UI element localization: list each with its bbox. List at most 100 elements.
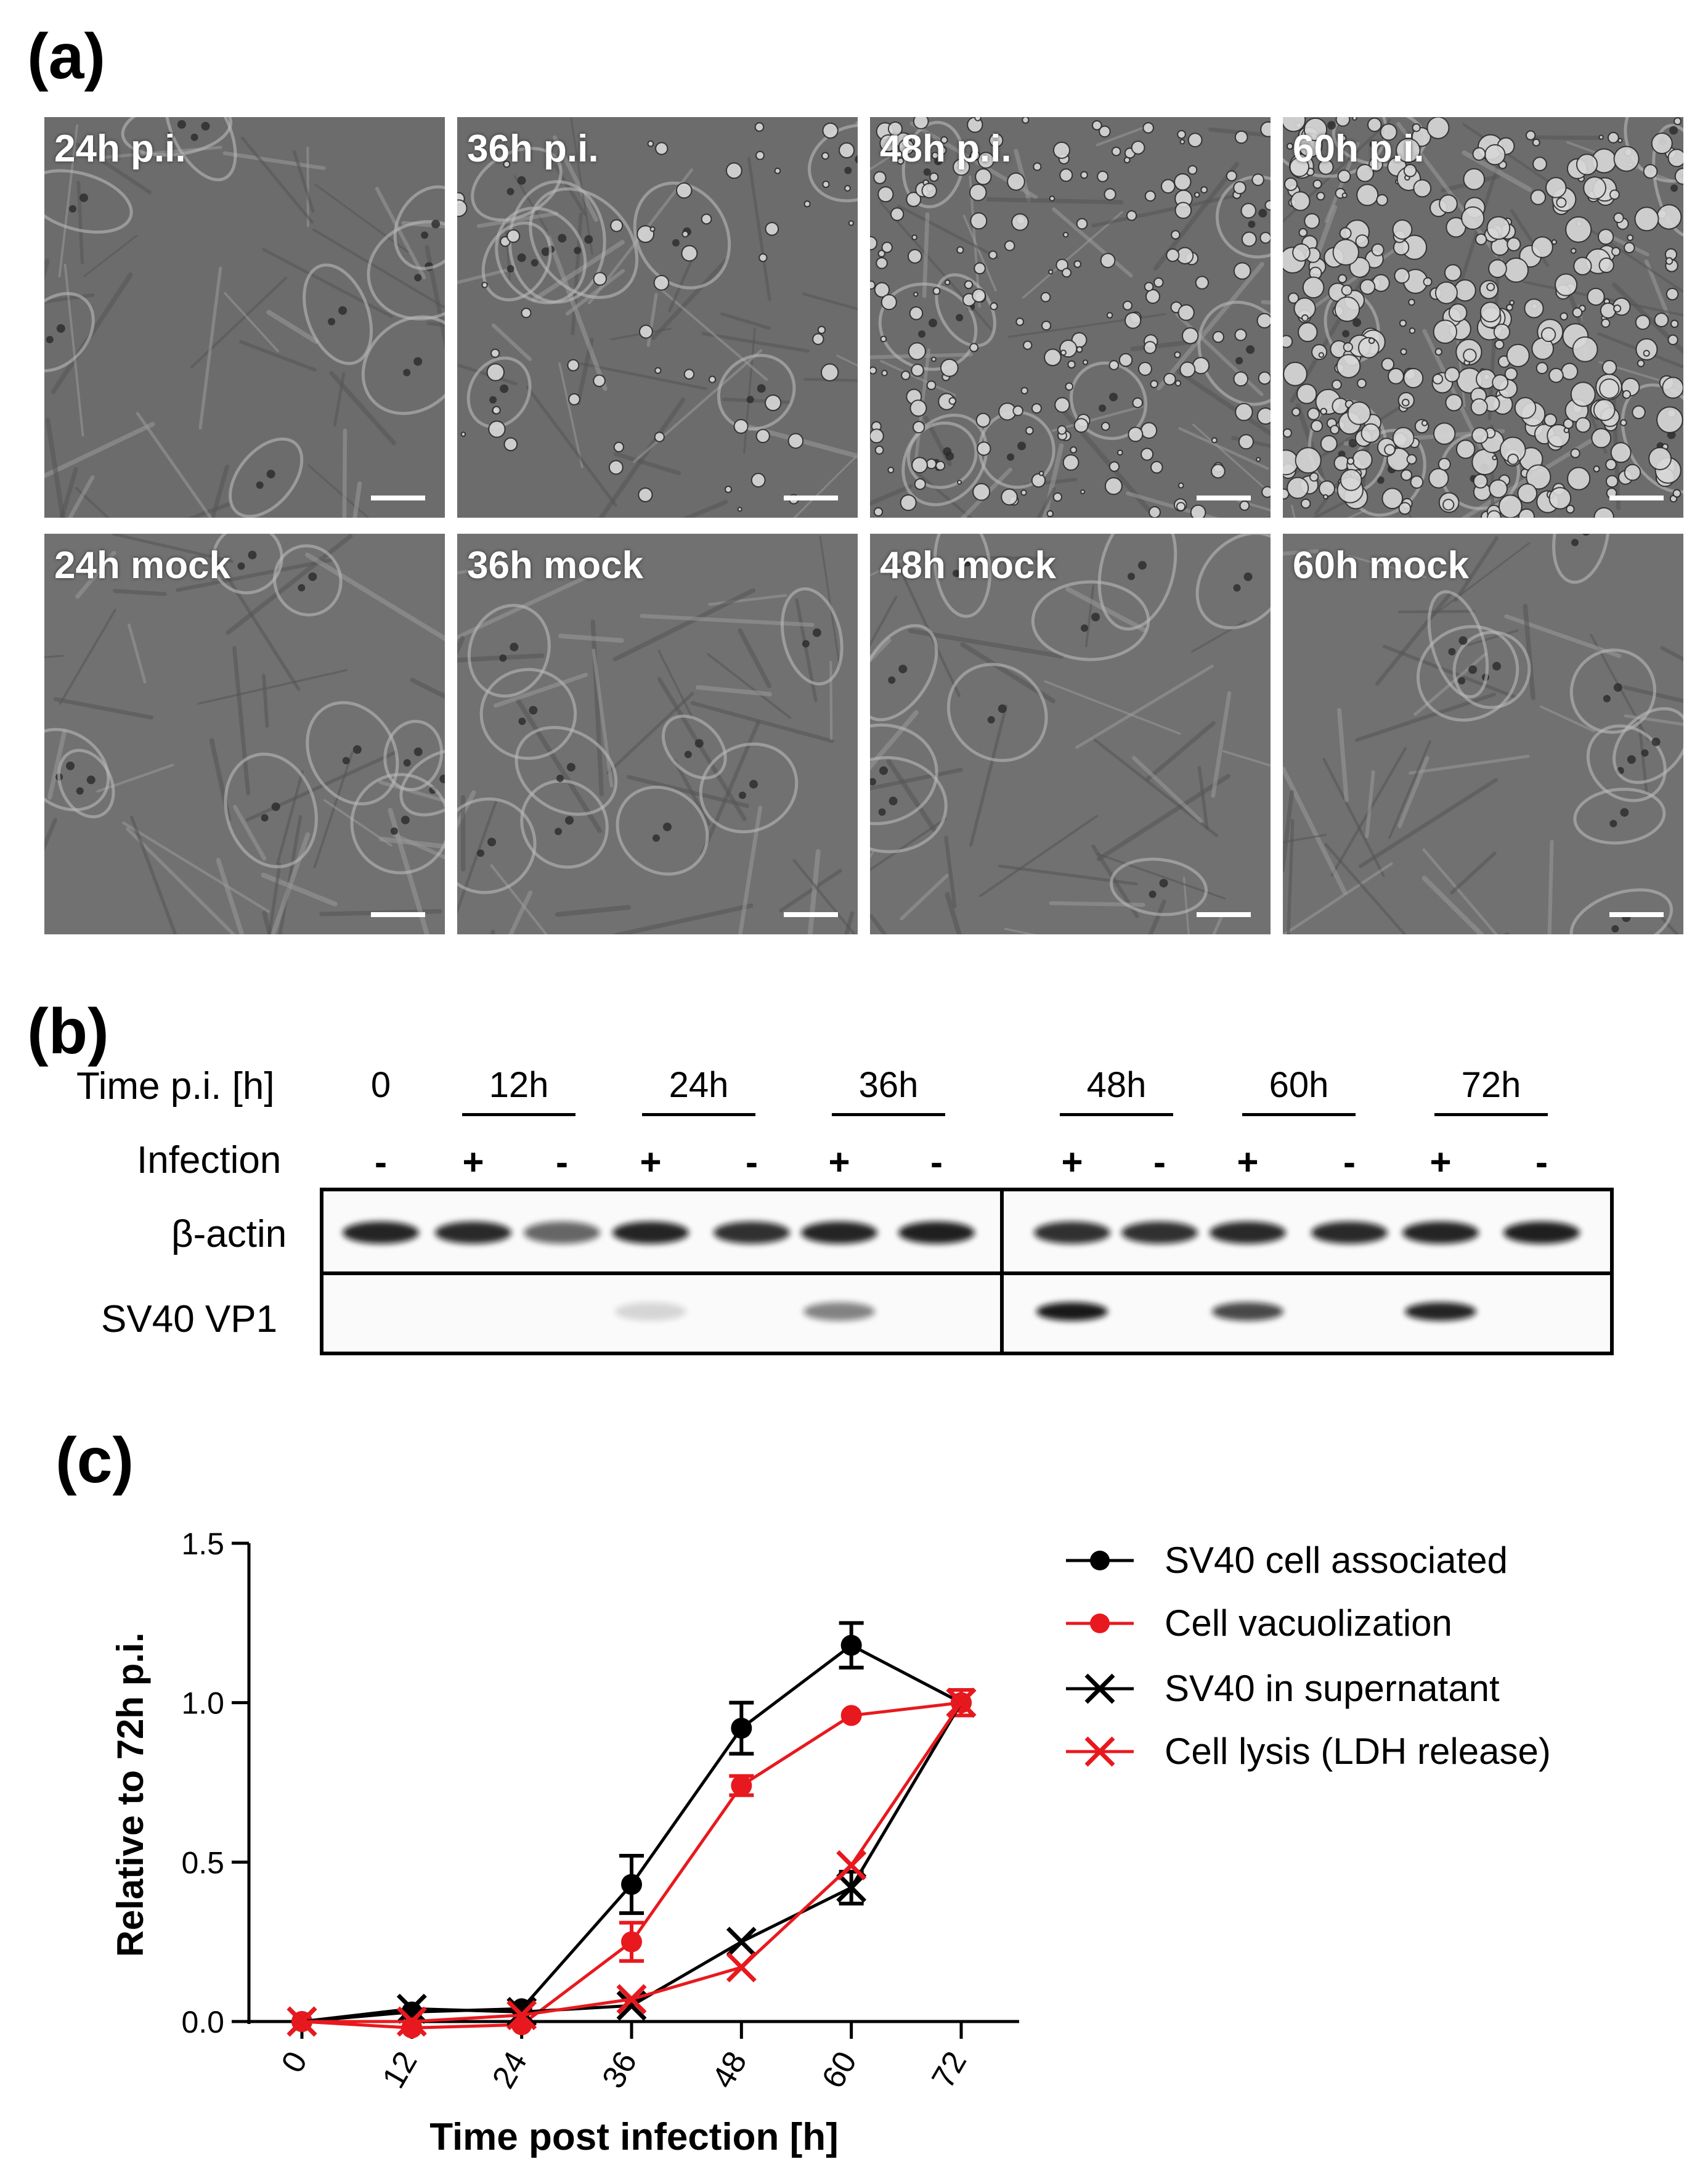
time-pi-label: Time p.i. [h] <box>76 1065 275 1108</box>
x-tick-label: 36 <box>595 2046 644 2094</box>
infection-sign: + <box>828 1141 850 1183</box>
legend: SV40 cell associated Cell vacuolization SV… <box>1066 1540 1551 1772</box>
data-point <box>506 2000 537 2031</box>
infection-sign: - <box>1343 1141 1356 1183</box>
blot-row-label-vp1: SV40 VP1 <box>101 1298 278 1340</box>
micrograph-tile: 60h p.i. <box>1283 117 1683 518</box>
cell-texture <box>1283 534 1683 934</box>
legend-item: Cell lysis (LDH release) <box>1066 1731 1551 1772</box>
infection-sign: - <box>556 1141 568 1183</box>
infection-sign: - <box>746 1141 758 1183</box>
micrograph-tile: 24h p.i. <box>44 117 445 518</box>
time-point-label: 36h <box>858 1065 919 1105</box>
panel-c-label: (c) <box>55 1425 134 1496</box>
scale-bar <box>371 496 425 500</box>
data-point <box>840 1705 862 1726</box>
data-point <box>396 2006 427 2037</box>
time-point-underline <box>1060 1113 1173 1116</box>
legend-item: SV40 in supernatant <box>1066 1668 1500 1709</box>
micrograph-caption: 60h mock <box>1293 544 1470 587</box>
micrograph-caption: 24h p.i. <box>54 128 186 170</box>
scale-bar <box>784 496 838 500</box>
cell-texture <box>457 117 858 518</box>
time-point-label: 48h <box>1086 1065 1147 1105</box>
micrograph-tile: 24h mock <box>44 534 445 934</box>
micrograph-tile: 60h mock <box>1283 534 1683 934</box>
y-tick-label: 0.5 <box>181 1845 224 1880</box>
time-point-underline <box>462 1113 575 1116</box>
y-tick-label: 1.5 <box>181 1527 224 1561</box>
x-tick-label: 72 <box>925 2046 974 2094</box>
series-0 <box>291 1621 972 2032</box>
panel-a-label: (a) <box>27 21 106 92</box>
scale-bar <box>1609 496 1664 500</box>
cell-texture <box>44 534 445 934</box>
time-point-label: 0 <box>370 1065 391 1105</box>
x-tick-label: 48 <box>706 2046 754 2094</box>
infection-sign: + <box>1061 1141 1083 1183</box>
infection-sign: - <box>930 1141 943 1183</box>
data-point <box>287 2006 317 2037</box>
micrograph-caption: 24h mock <box>54 544 231 587</box>
cell-texture <box>1283 117 1683 518</box>
infection-sign: + <box>640 1141 662 1183</box>
infection-sign: + <box>462 1141 484 1183</box>
x-tick-label: 60 <box>815 2046 864 2094</box>
micrograph-caption: 36h mock <box>467 544 644 587</box>
legend-item: SV40 cell associated <box>1066 1540 1508 1581</box>
infection-sign: - <box>375 1141 387 1183</box>
time-point-label: 12h <box>489 1065 549 1105</box>
scale-bar <box>784 912 838 917</box>
time-point-label: 24h <box>669 1065 729 1105</box>
data-point <box>616 1984 647 2015</box>
cell-texture <box>870 117 1271 518</box>
legend-label: SV40 cell associated <box>1165 1540 1508 1581</box>
infection-sign: + <box>1429 1141 1452 1183</box>
data-point <box>840 1634 862 1656</box>
micrograph-tile: 48h p.i. <box>870 117 1271 518</box>
micrograph-caption: 48h p.i. <box>880 128 1012 170</box>
time-point-underline <box>1242 1113 1356 1116</box>
scale-bar <box>371 912 425 917</box>
blot-row-label-actin: β-actin <box>171 1213 287 1255</box>
panel-b-label: (b) <box>27 996 109 1067</box>
y-tick-label: 1.0 <box>181 1686 224 1721</box>
legend-label: Cell vacuolization <box>1165 1602 1452 1644</box>
data-point <box>731 1775 752 1797</box>
legend-label: SV40 in supernatant <box>1165 1668 1500 1709</box>
data-point <box>396 1993 427 2024</box>
micrograph-tile: 36h mock <box>457 534 858 934</box>
infection-sign: - <box>1153 1141 1166 1183</box>
time-point-underline <box>642 1113 755 1116</box>
data-point <box>621 1874 642 1895</box>
x-tick-label: 12 <box>376 2046 425 2094</box>
y-tick-label: 0.0 <box>181 2005 224 2039</box>
data-point <box>836 1872 867 1903</box>
series-3 <box>287 1687 977 2037</box>
infection-sign: - <box>1535 1141 1548 1183</box>
y-axis-label: Relative to 72h p.i. <box>110 1633 151 1957</box>
micrograph-caption: 36h p.i. <box>467 128 599 170</box>
infection-label: Infection <box>137 1139 282 1181</box>
scale-bar <box>1197 912 1251 917</box>
legend-label: Cell lysis (LDH release) <box>1165 1731 1551 1772</box>
micrograph-caption: 48h mock <box>880 544 1057 587</box>
cell-texture <box>870 534 1271 934</box>
micrograph-caption: 60h p.i. <box>1293 128 1425 170</box>
x-tick-label: 24 <box>486 2046 534 2094</box>
scale-bar <box>1197 496 1251 500</box>
micrograph-tile: 48h mock <box>870 534 1271 934</box>
x-tick-label: 0 <box>275 2046 315 2079</box>
data-point <box>506 1997 537 2027</box>
scale-bar <box>1609 912 1664 917</box>
data-point <box>731 1718 752 1739</box>
series-line <box>301 1643 962 2023</box>
data-point <box>946 1687 977 1718</box>
cell-texture <box>457 534 858 934</box>
infection-sign: + <box>1237 1141 1259 1183</box>
data-point <box>726 1927 757 1957</box>
data-point <box>621 1931 642 1952</box>
x-axis-label: Time post infection [h] <box>429 2116 839 2158</box>
time-point-label: 60h <box>1269 1065 1329 1105</box>
